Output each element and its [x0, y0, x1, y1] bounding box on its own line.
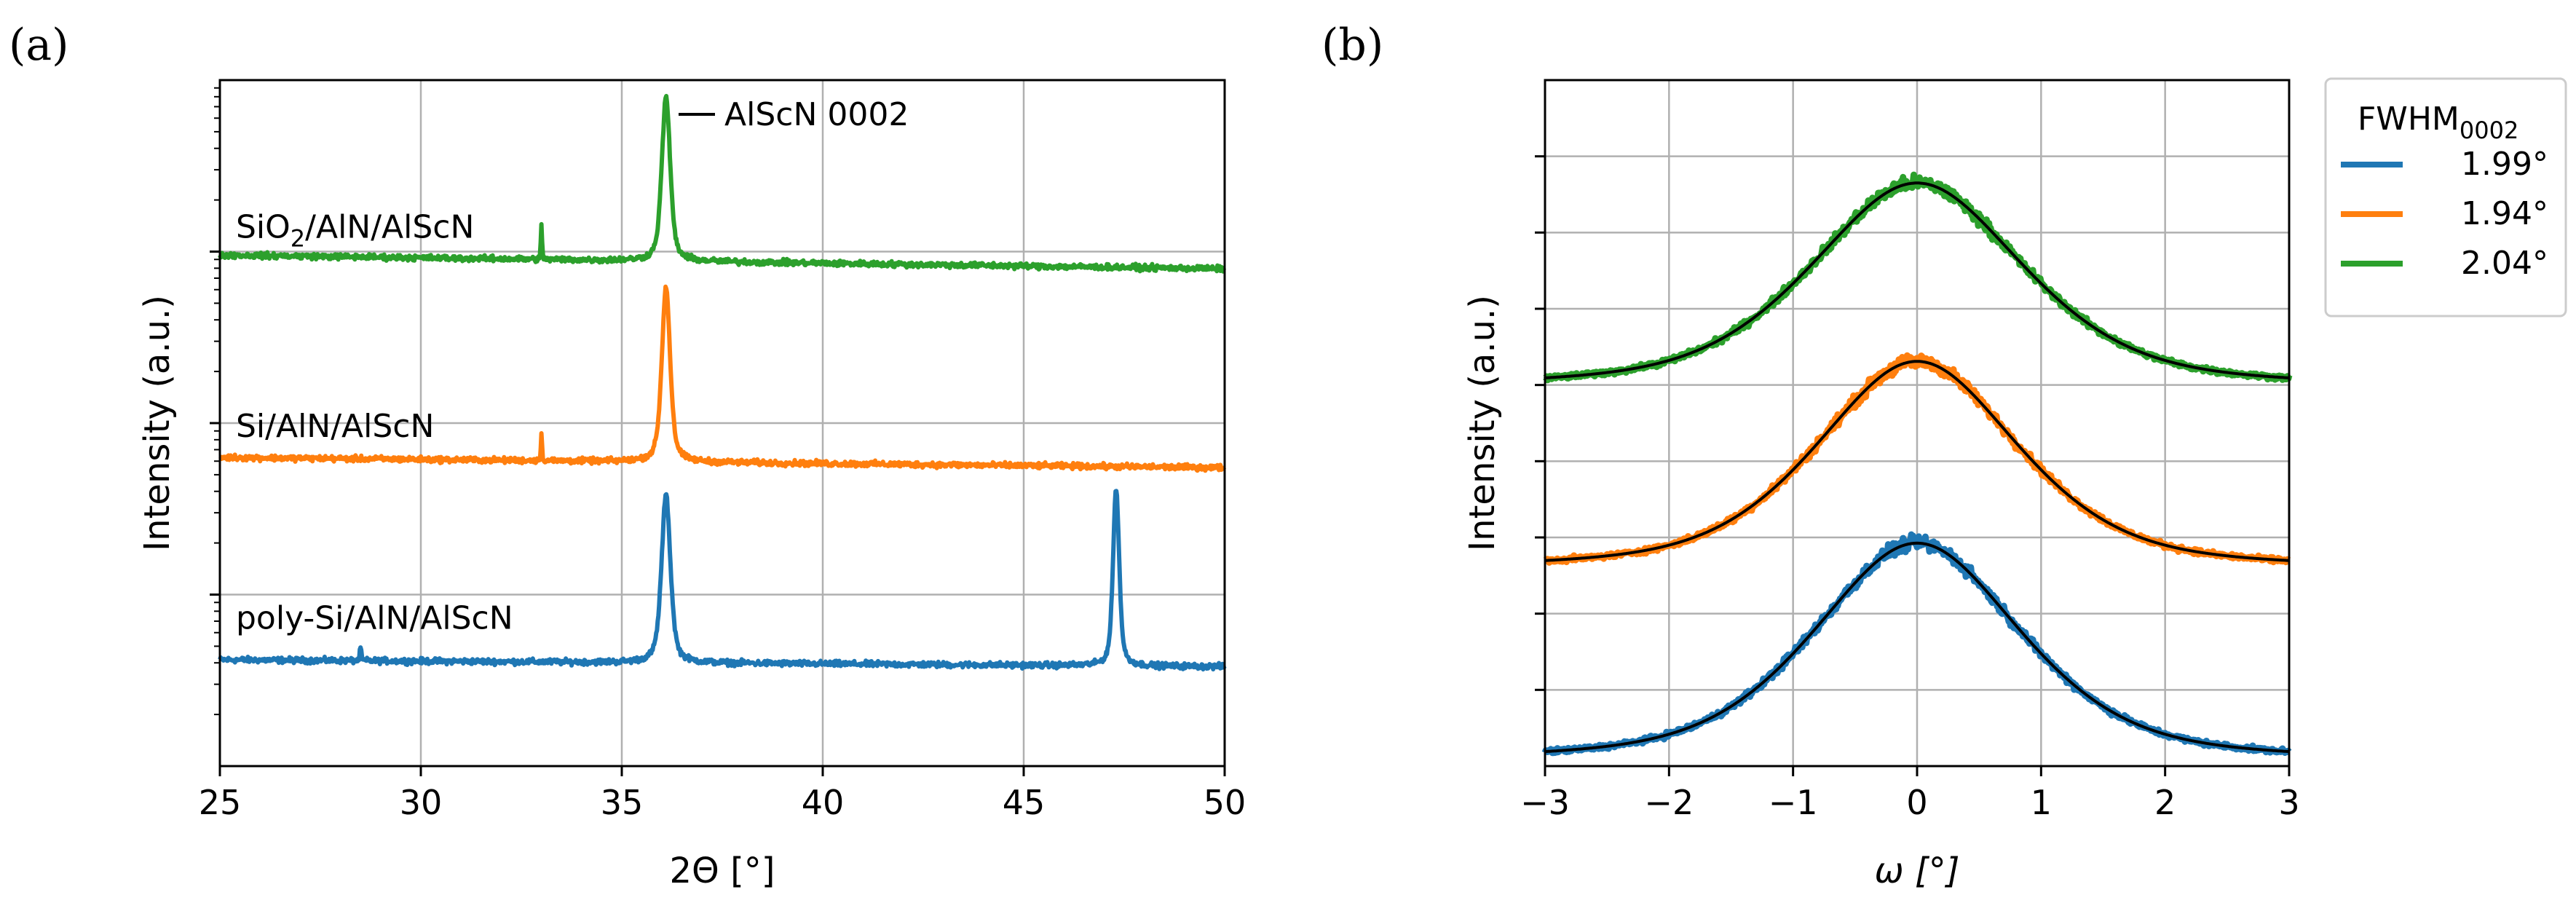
fit-line-fwhm-1-99 — [1544, 541, 2290, 754]
panel-b-x-tick-label: −1 — [1769, 783, 1818, 822]
panel-a-y-axis-label: Intensity (a.u.) — [137, 295, 178, 551]
panel-a-label: (a) — [9, 20, 69, 71]
legend-title-subscript: 0002 — [2460, 117, 2518, 144]
legend-title: FWHM0002 — [2358, 100, 2518, 144]
panel-b-x-tick-label: 3 — [2278, 783, 2299, 822]
panel-b-x-axis-label: ω [°] — [1875, 851, 1960, 891]
panel-b-label: (b) — [1321, 20, 1383, 71]
fit-line-fwhm-2-04 — [1544, 181, 2290, 379]
panel-b-y-axis-label: Intensity (a.u.) — [1462, 295, 1503, 551]
panel-a-trace-labels: poly-Si/AlN/AlScN Si/AlN/AlScN SiO2/AlN/Al… — [236, 209, 513, 637]
trace-label-text: Si/AlN/AlScN — [236, 408, 434, 445]
fit-line-fwhm-1-94 — [1545, 360, 2289, 562]
panel-a-x-tick-label: 50 — [1204, 783, 1246, 822]
panel-a-series — [218, 93, 1227, 672]
legend-entries: 1.99° 1.94° 2.04° — [2341, 146, 2548, 282]
panel-a-y-ticks — [210, 87, 220, 716]
panel-b-y-ticks — [1535, 155, 1545, 691]
trace-label-subscript: 2 — [291, 225, 305, 253]
trace-label-text: poly-Si/AlN/AlScN — [236, 600, 513, 637]
series-line-si-aln-alscn — [218, 284, 1227, 473]
panel-b-series — [1541, 171, 2293, 757]
panel-b-chart: −3 −2 −1 0 1 2 3 ω [°] Intensity (a.u.) — [1462, 79, 2300, 891]
panel-b-frame — [1544, 79, 2291, 768]
trace-label-suffix: /AlN/AlScN — [305, 209, 474, 246]
annotation-alscn-0002: AlScN 0002 — [724, 96, 909, 133]
panel-a-x-tick-label: 30 — [400, 783, 443, 822]
legend-box — [2324, 77, 2567, 318]
legend: FWHM0002 1.99° 1.94° 2.04° — [2324, 77, 2567, 318]
trace-label-text: SiO — [236, 209, 291, 246]
legend-label-2-04: 2.04° — [2461, 245, 2548, 282]
series-line-sio2-aln-alscn — [218, 93, 1226, 274]
panel-a-x-tick-label: 40 — [802, 783, 845, 822]
panel-b-x-tick-label: 1 — [2031, 783, 2052, 822]
panel-a-x-tick-label: 45 — [1003, 783, 1046, 822]
panel-b-x-ticks: −3 −2 −1 0 1 2 3 — [1520, 766, 2300, 822]
panel-a-chart: 25 30 35 40 45 50 poly-Si/AlN/AlScN Si/AlN/AlS… — [137, 79, 1246, 891]
panel-a-frame — [218, 79, 1226, 768]
panel-b-x-tick-label: 0 — [1906, 783, 1927, 822]
legend-label-1-99: 1.99° — [2461, 146, 2548, 183]
panel-a-x-tick-label: 35 — [601, 783, 644, 822]
panel-a-x-ticks: 25 30 35 40 45 50 — [199, 766, 1246, 822]
panel-b-x-tick-label: 2 — [2154, 783, 2176, 822]
legend-label-1-94: 1.94° — [2461, 195, 2548, 232]
panel-a-x-tick-label: 25 — [199, 783, 242, 822]
trace-label-poly-si-aln-alscn: poly-Si/AlN/AlScN — [236, 600, 513, 637]
panel-b-x-tick-label: −2 — [1644, 783, 1694, 822]
trace-label-si-aln-alscn: Si/AlN/AlScN — [236, 408, 434, 445]
panel-a-x-axis-label: 2Θ [°] — [669, 851, 775, 891]
series-line-poly-si-aln-alscn — [218, 489, 1227, 672]
panel-b-x-tick-label: −3 — [1520, 783, 1570, 822]
legend-title-main: FWHM — [2358, 100, 2460, 138]
trace-label-sio2-aln-alscn: SiO2/AlN/AlScN — [236, 209, 474, 253]
